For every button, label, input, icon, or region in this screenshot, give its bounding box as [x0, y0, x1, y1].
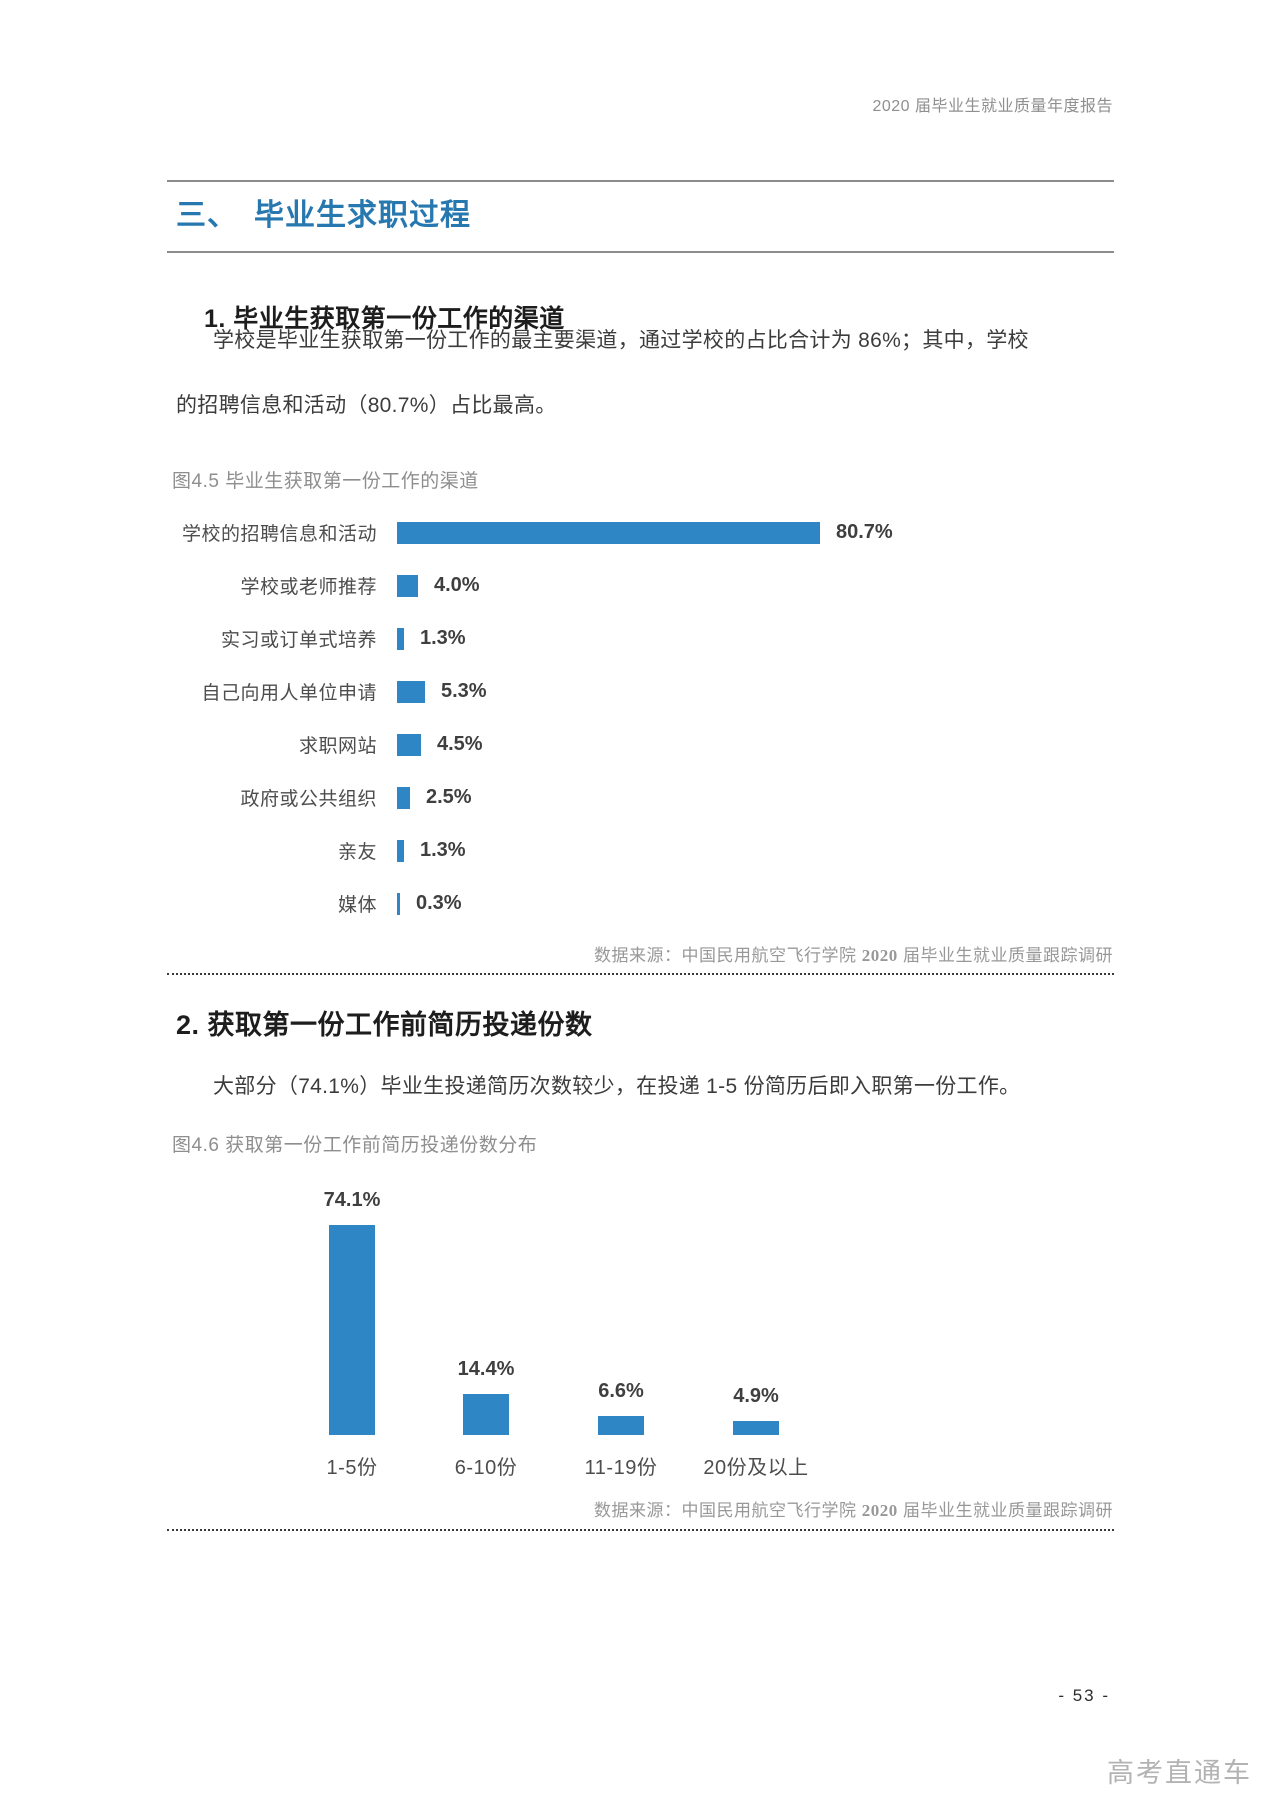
- watermark: 高考直通车: [1107, 1758, 1252, 1788]
- chart-row: 自己向用人单位申请 5.3%: [167, 665, 1114, 718]
- chart-row: 实习或订单式培养 1.3%: [167, 612, 1114, 665]
- value-label: 4.0%: [434, 574, 480, 596]
- chart-row: 政府或公共组织 2.5%: [167, 771, 1114, 824]
- page-number: - 53 -: [1058, 1686, 1110, 1705]
- subsection-2-heading: 2. 获取第一份工作前简历投递份数: [176, 1010, 593, 1040]
- chart-column: 6.6%: [554, 1185, 688, 1435]
- value-label: 1.3%: [420, 627, 466, 649]
- chart-column: 4.9%: [689, 1185, 823, 1435]
- category-label: 6-10份: [454, 1457, 518, 1479]
- value-label: 74.1%: [323, 1189, 381, 1211]
- running-header: 2020 届毕业生就业质量年度报告: [872, 98, 1113, 115]
- chart-row: 求职网站 4.5%: [167, 718, 1114, 771]
- value-label: 1.3%: [420, 839, 466, 861]
- bar: [397, 839, 404, 862]
- category-label: 1-5份: [326, 1457, 378, 1479]
- category-label: 20份及以上: [703, 1457, 809, 1479]
- paragraph-2: 大部分（74.1%）毕业生投递简历次数较少，在投递 1-5 份简历后即入职第一份…: [213, 1075, 1021, 1098]
- figure-4-5-caption: 图4.5 毕业生获取第一份工作的渠道: [172, 471, 479, 492]
- section-divider-top: [167, 180, 1114, 182]
- dotted-divider: [167, 973, 1114, 975]
- category-label: 媒体: [337, 895, 377, 916]
- chart-row: 亲友 1.3%: [167, 824, 1114, 877]
- value-label: 14.4%: [457, 1358, 515, 1380]
- bar: [463, 1394, 509, 1435]
- category-label: 实习或订单式培养: [220, 630, 377, 651]
- bar: [397, 627, 404, 650]
- value-label: 6.6%: [598, 1380, 644, 1402]
- chart-column: 14.4%: [419, 1185, 553, 1435]
- dotted-divider: [167, 1529, 1114, 1531]
- bar: [397, 892, 400, 915]
- data-source-line: 数据来源：中国民用航空飞行学院 2020 届毕业生就业质量跟踪调研: [594, 941, 1113, 966]
- value-label: 5.3%: [441, 680, 487, 702]
- data-source-text: 数据来源：中国民用航空飞行学院: [594, 946, 862, 965]
- chart-column: 74.1%: [285, 1185, 419, 1435]
- data-source-text: 届毕业生就业质量跟踪调研: [897, 1501, 1113, 1520]
- section-divider-bottom: [167, 251, 1114, 253]
- figure-4-6-chart: 74.1% 14.4% 6.6% 4.9% 1-5份 6-10份 11-19份 …: [167, 1185, 1114, 1485]
- bar: [397, 521, 820, 544]
- data-source-year: 2020: [861, 946, 898, 965]
- bar: [598, 1416, 644, 1435]
- category-label: 学校的招聘信息和活动: [181, 524, 377, 545]
- data-source-line: 数据来源：中国民用航空飞行学院 2020 届毕业生就业质量跟踪调研: [594, 1496, 1113, 1521]
- bar: [397, 680, 425, 703]
- paragraph-1-line-2: 的招聘信息和活动（80.7%）占比最高。: [176, 394, 557, 417]
- category-label: 自己向用人单位申请: [201, 683, 377, 704]
- bar: [329, 1225, 375, 1435]
- category-label: 求职网站: [298, 736, 377, 757]
- paragraph-1-line-1: 学校是毕业生获取第一份工作的最主要渠道，通过学校的占比合计为 86%；其中，学校: [213, 329, 1029, 352]
- bar: [733, 1421, 779, 1435]
- chart-row: 媒体 0.3%: [167, 877, 1114, 930]
- figure-4-5-chart: 学校的招聘信息和活动 80.7% 学校或老师推荐 4.0% 实习或订单式培养 1…: [167, 506, 1114, 930]
- category-label: 11-19份: [584, 1457, 658, 1479]
- section-title: 三、 毕业生求职过程: [176, 199, 471, 232]
- data-source-year: 2020: [861, 1501, 898, 1520]
- value-label: 4.9%: [733, 1385, 779, 1407]
- category-label: 学校或老师推荐: [240, 577, 377, 598]
- value-label: 80.7%: [836, 521, 893, 543]
- bar: [397, 786, 410, 809]
- value-label: 4.5%: [437, 733, 483, 755]
- value-label: 0.3%: [416, 892, 462, 914]
- bar: [397, 574, 418, 597]
- value-label: 2.5%: [426, 786, 472, 808]
- subsection-1-heading: 1. 毕业生获取第一份工作的渠道: [204, 305, 565, 333]
- category-label: 政府或公共组织: [240, 789, 377, 810]
- figure-4-6-caption: 图4.6 获取第一份工作前简历投递份数分布: [172, 1135, 538, 1156]
- bar: [397, 733, 421, 756]
- chart-row: 学校或老师推荐 4.0%: [167, 559, 1114, 612]
- data-source-text: 届毕业生就业质量跟踪调研: [897, 946, 1113, 965]
- category-label: 亲友: [337, 842, 377, 863]
- data-source-text: 数据来源：中国民用航空飞行学院: [594, 1501, 862, 1520]
- chart-row: 学校的招聘信息和活动 80.7%: [167, 506, 1114, 559]
